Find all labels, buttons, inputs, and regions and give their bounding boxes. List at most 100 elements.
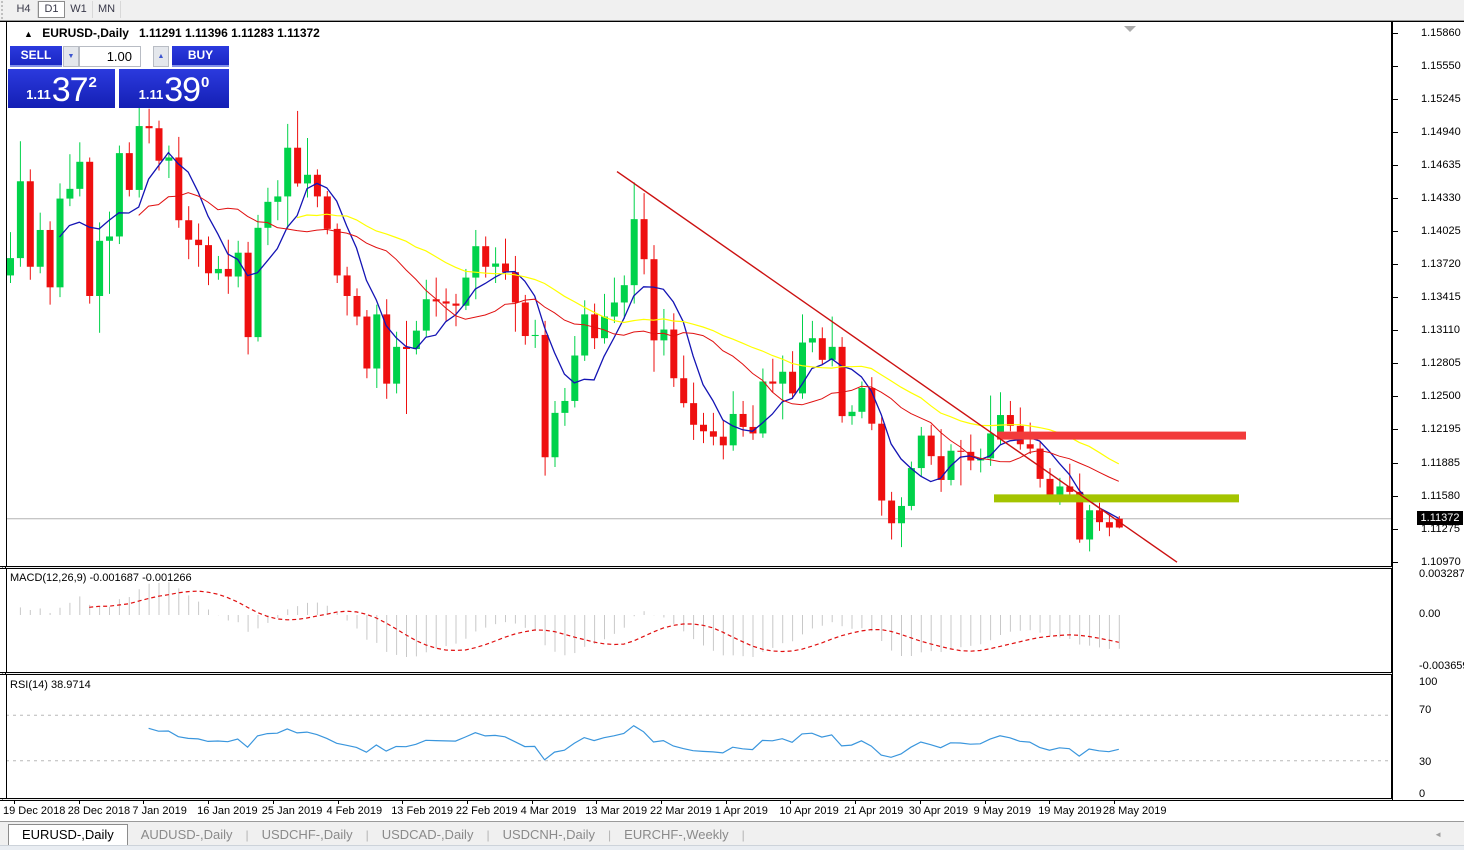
panel-toggle-icon[interactable]: ▲ xyxy=(24,29,33,39)
chart-shift-marker-icon[interactable] xyxy=(1124,26,1136,32)
time-axis-tick xyxy=(919,801,921,804)
buy-price-pip-digit: 0 xyxy=(201,74,210,91)
chart-tab-usdchf-daily[interactable]: USDCHF-,Daily xyxy=(261,827,353,842)
time-axis-label: 21 Apr 2019 xyxy=(844,805,904,817)
spin-down-icon: ▼ xyxy=(67,53,75,60)
macd-pane[interactable] xyxy=(0,569,1392,672)
chart-tab-eurusd-daily[interactable]: EURUSD-,Daily xyxy=(8,824,128,845)
time-axis-tick xyxy=(14,801,15,804)
price-axis-label: 1.12500 xyxy=(1421,390,1461,402)
sell-price-pip-digit: 2 xyxy=(88,74,97,91)
volume-increase-button[interactable]: ▲ xyxy=(153,46,169,67)
price-chart-pane[interactable] xyxy=(0,22,1392,566)
time-axis-label: 7 Jan 2019 xyxy=(132,805,187,817)
timeframe-button-h4[interactable]: H4 xyxy=(10,1,38,18)
price-axis-tick xyxy=(1393,330,1398,331)
time-axis-label: 9 May 2019 xyxy=(973,805,1031,817)
price-axis-label: 1.15245 xyxy=(1421,93,1461,105)
tab-separator: | xyxy=(486,828,490,842)
time-axis-tick xyxy=(596,801,598,804)
time-axis-label: 4 Feb 2019 xyxy=(326,805,383,817)
price-axis[interactable]: 1.11372 1.15860 1.15550 1.15245 1.14940 1.14… xyxy=(1392,22,1464,800)
spin-up-icon: ▲ xyxy=(157,53,165,60)
sell-button[interactable]: SELL xyxy=(10,46,62,67)
price-axis-tick xyxy=(1393,198,1398,199)
buy-price-prefix: 1.11 xyxy=(138,87,164,102)
time-axis[interactable]: 19 Dec 2018 28 Dec 2018 7 Jan 2019 16 Jan 2… xyxy=(0,801,1464,821)
price-axis-label: 1.11885 xyxy=(1421,457,1460,469)
time-axis-label: 4 Mar 2019 xyxy=(520,805,577,817)
price-axis-tick xyxy=(1393,496,1398,497)
tab-separator: | xyxy=(365,828,369,842)
price-axis-tick xyxy=(1393,363,1398,364)
buy-button[interactable]: BUY xyxy=(172,46,229,67)
price-axis-label: 1.15550 xyxy=(1421,60,1461,72)
indicator-axis-label: 70 xyxy=(1419,704,1432,716)
pane-separator xyxy=(0,798,1464,799)
price-axis-label: 1.12805 xyxy=(1421,357,1461,369)
time-axis-tick xyxy=(1113,801,1115,804)
chart-window-top-border xyxy=(0,21,1464,22)
tab-scroll-left-icon[interactable]: ◄ xyxy=(1434,830,1442,839)
timeframe-button-mn[interactable]: MN xyxy=(93,1,121,18)
time-axis-label: 13 Mar 2019 xyxy=(585,805,648,817)
timeframe-button-w1[interactable]: W1 xyxy=(65,1,93,18)
macd-indicator-label: MACD(12,26,9) -0.001687 -0.001266 xyxy=(10,572,192,584)
indicator-axis-label: 0 xyxy=(1419,788,1426,800)
macd-signal-line xyxy=(89,590,1119,653)
moving-average-14[interactable] xyxy=(138,192,1119,482)
one-click-trading-panel: SELL ▼ ▲ BUY 1.11 37 2 1.11 39 0 xyxy=(8,46,229,108)
macd-histogram xyxy=(19,582,1120,658)
volume-input[interactable] xyxy=(79,46,141,67)
moving-average-6[interactable] xyxy=(59,151,1120,519)
indicator-axis-label: 100 xyxy=(1419,676,1438,688)
chart-tab-eurchf-weekly[interactable]: EURCHF-,Weekly xyxy=(624,827,729,842)
price-axis-tick xyxy=(1393,33,1398,34)
time-axis-label: 28 Dec 2018 xyxy=(67,805,131,817)
chart-tab-usdcnh-daily[interactable]: USDCNH-,Daily xyxy=(502,827,596,842)
price-axis-tick xyxy=(1393,529,1398,530)
chart-tab-audusd-daily[interactable]: AUDUSD-,Daily xyxy=(140,827,233,842)
price-axis-tick xyxy=(1393,463,1398,464)
buy-price-big-digits: 39 xyxy=(164,71,201,109)
price-axis-label: 1.12195 xyxy=(1421,423,1461,435)
time-axis-label: 22 Mar 2019 xyxy=(650,805,712,817)
time-axis-tick xyxy=(790,801,792,804)
rsi-line xyxy=(148,724,1119,761)
time-axis-label: 22 Feb 2019 xyxy=(455,805,518,817)
time-axis-label: 19 May 2019 xyxy=(1038,805,1102,817)
price-axis-tick xyxy=(1393,132,1398,133)
rsi-pane[interactable] xyxy=(0,675,1392,798)
time-axis-tick xyxy=(984,801,986,804)
price-axis-tick xyxy=(1393,66,1398,67)
support-level-band[interactable] xyxy=(994,494,1239,503)
resistance-level-band[interactable] xyxy=(997,431,1246,440)
time-axis-label: 13 Feb 2019 xyxy=(391,805,453,817)
timeframe-button-d1[interactable]: D1 xyxy=(38,1,65,18)
pane-separator[interactable] xyxy=(0,568,1464,569)
price-axis-tick xyxy=(1393,396,1398,397)
candlestick-series xyxy=(7,104,1123,552)
price-axis-label: 1.11580 xyxy=(1421,490,1460,502)
sell-price-quote[interactable]: 1.11 37 2 xyxy=(8,69,115,108)
time-axis-tick xyxy=(272,801,274,804)
pane-separator[interactable] xyxy=(0,566,1464,567)
indicator-axis-label: 0.00 xyxy=(1419,608,1441,620)
price-axis-tick xyxy=(1393,264,1398,265)
time-axis-label: 28 May 2019 xyxy=(1102,805,1167,817)
pane-separator[interactable] xyxy=(0,672,1464,673)
chart-header: ▲ EURUSD-,Daily 1.11291 1.11396 1.11283 … xyxy=(24,26,320,40)
tab-separator: | xyxy=(608,828,612,842)
time-axis-tick xyxy=(466,801,468,804)
chart-tab-usdcad-daily[interactable]: USDCAD-,Daily xyxy=(381,827,474,842)
toolbar-grip[interactable] xyxy=(1,1,8,19)
price-axis-tick xyxy=(1393,165,1398,166)
volume-decrease-button[interactable]: ▼ xyxy=(63,46,79,67)
timeframe-toolbar: H4 D1 W1 MN xyxy=(0,0,1464,21)
pane-separator[interactable] xyxy=(0,674,1464,675)
price-axis-label: 1.14330 xyxy=(1421,192,1461,204)
status-strip xyxy=(0,845,1464,850)
buy-price-quote[interactable]: 1.11 39 0 xyxy=(119,69,229,108)
descending-trendline[interactable] xyxy=(616,170,1178,563)
tab-separator: | xyxy=(245,828,249,842)
